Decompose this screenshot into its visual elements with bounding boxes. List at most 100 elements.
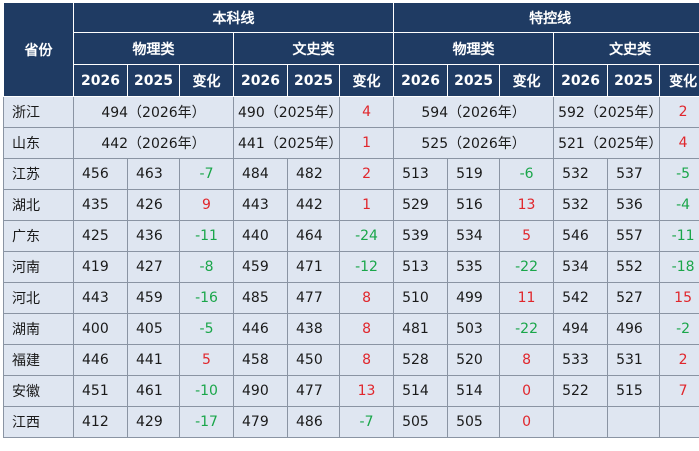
year-header: 2026	[233, 64, 288, 97]
change-cell: 13	[338, 375, 395, 407]
score-cell: 471	[287, 251, 340, 283]
score-cell: 539	[393, 220, 449, 252]
change-header: 变化	[179, 64, 234, 97]
change-cell: -10	[179, 375, 234, 407]
change-cell: 2	[659, 344, 699, 376]
score-cell: 419	[73, 251, 128, 283]
score-cell: 534	[553, 251, 609, 283]
change-header: 变化	[499, 64, 555, 97]
score-cell: 510	[393, 282, 449, 314]
change-cell: -22	[499, 313, 555, 345]
score-cell: 446	[233, 313, 288, 345]
table-row: 河北 443 459 -16 485 477 8 510 499 11 542 527 15	[3, 282, 699, 314]
table-row: 湖南 400 405 -5 446 438 8 481 503 -22 494 496 -2	[3, 313, 699, 345]
table-row: 浙江 494（2026年） 490（2025年） 4 594（2026年） 59…	[3, 96, 699, 128]
change-cell: -5	[659, 158, 699, 190]
change-cell: 8	[338, 313, 395, 345]
change-cell: 1	[338, 127, 395, 159]
change-cell: -17	[179, 406, 234, 438]
score-cell: 400	[73, 313, 128, 345]
score-cell: 522	[553, 375, 609, 407]
score-cell: 425	[73, 220, 128, 252]
score-cell: 499	[447, 282, 501, 314]
score-cell: 459	[233, 251, 288, 283]
special-arts-header: 文史类	[553, 32, 699, 65]
change-cell: 1	[338, 189, 395, 221]
table-row: 福建 446 441 5 458 450 8 528 520 8 533 531 2	[3, 344, 699, 376]
score-cell: 463	[127, 158, 180, 190]
year-header: 2025	[127, 64, 180, 97]
change-cell: 4	[659, 127, 699, 159]
change-cell: -18	[659, 251, 699, 283]
score-cell: 514	[447, 375, 501, 407]
score-cell: 477	[287, 375, 340, 407]
change-cell: 8	[499, 344, 555, 376]
score-cell: 513	[393, 251, 449, 283]
score-cell: 477	[287, 282, 340, 314]
change-cell: 5	[179, 344, 234, 376]
special-header: 特控线	[393, 2, 699, 33]
score-cell: 536	[607, 189, 661, 221]
change-cell: 11	[499, 282, 555, 314]
score-cell: 429	[127, 406, 180, 438]
score-cell: 450	[287, 344, 340, 376]
province-cell: 福建	[3, 344, 74, 376]
change-cell: -2	[659, 313, 699, 345]
score-cell: 443	[233, 189, 288, 221]
province-cell: 山东	[3, 127, 74, 159]
score-cell: 592（2025年）	[553, 96, 661, 128]
score-cell: 542	[553, 282, 609, 314]
score-cell: 438	[287, 313, 340, 345]
province-header: 省份	[3, 2, 74, 97]
score-cell: 532	[553, 189, 609, 221]
change-cell: 5	[499, 220, 555, 252]
year-header: 2025	[287, 64, 340, 97]
change-cell: 2	[338, 158, 395, 190]
province-cell: 湖北	[3, 189, 74, 221]
score-cell: 435	[73, 189, 128, 221]
province-cell: 河北	[3, 282, 74, 314]
score-cell: 535	[447, 251, 501, 283]
score-cell: 513	[393, 158, 449, 190]
score-cell: 436	[127, 220, 180, 252]
score-cell: 494	[553, 313, 609, 345]
table-row: 湖北 435 426 9 443 442 1 529 516 13 532 536 -4	[3, 189, 699, 221]
score-cell: 441（2025年）	[233, 127, 340, 159]
score-cell: 520	[447, 344, 501, 376]
special-physics-header: 物理类	[393, 32, 555, 65]
score-cell: 461	[127, 375, 180, 407]
score-cell: 485	[233, 282, 288, 314]
province-cell: 安徽	[3, 375, 74, 407]
score-cell: 456	[73, 158, 128, 190]
province-cell: 江苏	[3, 158, 74, 190]
year-header: 2026	[393, 64, 449, 97]
score-cell: 490（2025年）	[233, 96, 340, 128]
year-header: 2026	[73, 64, 128, 97]
change-cell: -11	[179, 220, 234, 252]
province-cell: 浙江	[3, 96, 74, 128]
score-cell: 441	[127, 344, 180, 376]
change-cell: -16	[179, 282, 234, 314]
score-cell: 516	[447, 189, 501, 221]
score-cell: 426	[127, 189, 180, 221]
score-cell: 532	[553, 158, 609, 190]
year-header: 2025	[447, 64, 501, 97]
score-cell: 496	[607, 313, 661, 345]
score-cell: 464	[287, 220, 340, 252]
score-cell: 479	[233, 406, 288, 438]
province-cell: 湖南	[3, 313, 74, 345]
change-cell: 2	[659, 96, 699, 128]
score-cell: 442（2026年）	[73, 127, 234, 159]
score-cell: 527	[607, 282, 661, 314]
score-cell: 486	[287, 406, 340, 438]
score-cell: 494（2026年）	[73, 96, 234, 128]
score-cell: 458	[233, 344, 288, 376]
change-cell: 8	[338, 282, 395, 314]
table-row: 江苏 456 463 -7 484 482 2 513 519 -6 532 537 -5	[3, 158, 699, 190]
score-cell: 412	[73, 406, 128, 438]
score-cell: 529	[393, 189, 449, 221]
score-line-table: 省份 本科线 特控线 物理类 文史类 物理类 文史类 2026 2025 变化 …	[3, 2, 699, 438]
score-cell: 594（2026年）	[393, 96, 555, 128]
score-cell: 546	[553, 220, 609, 252]
change-header: 变化	[659, 64, 699, 97]
